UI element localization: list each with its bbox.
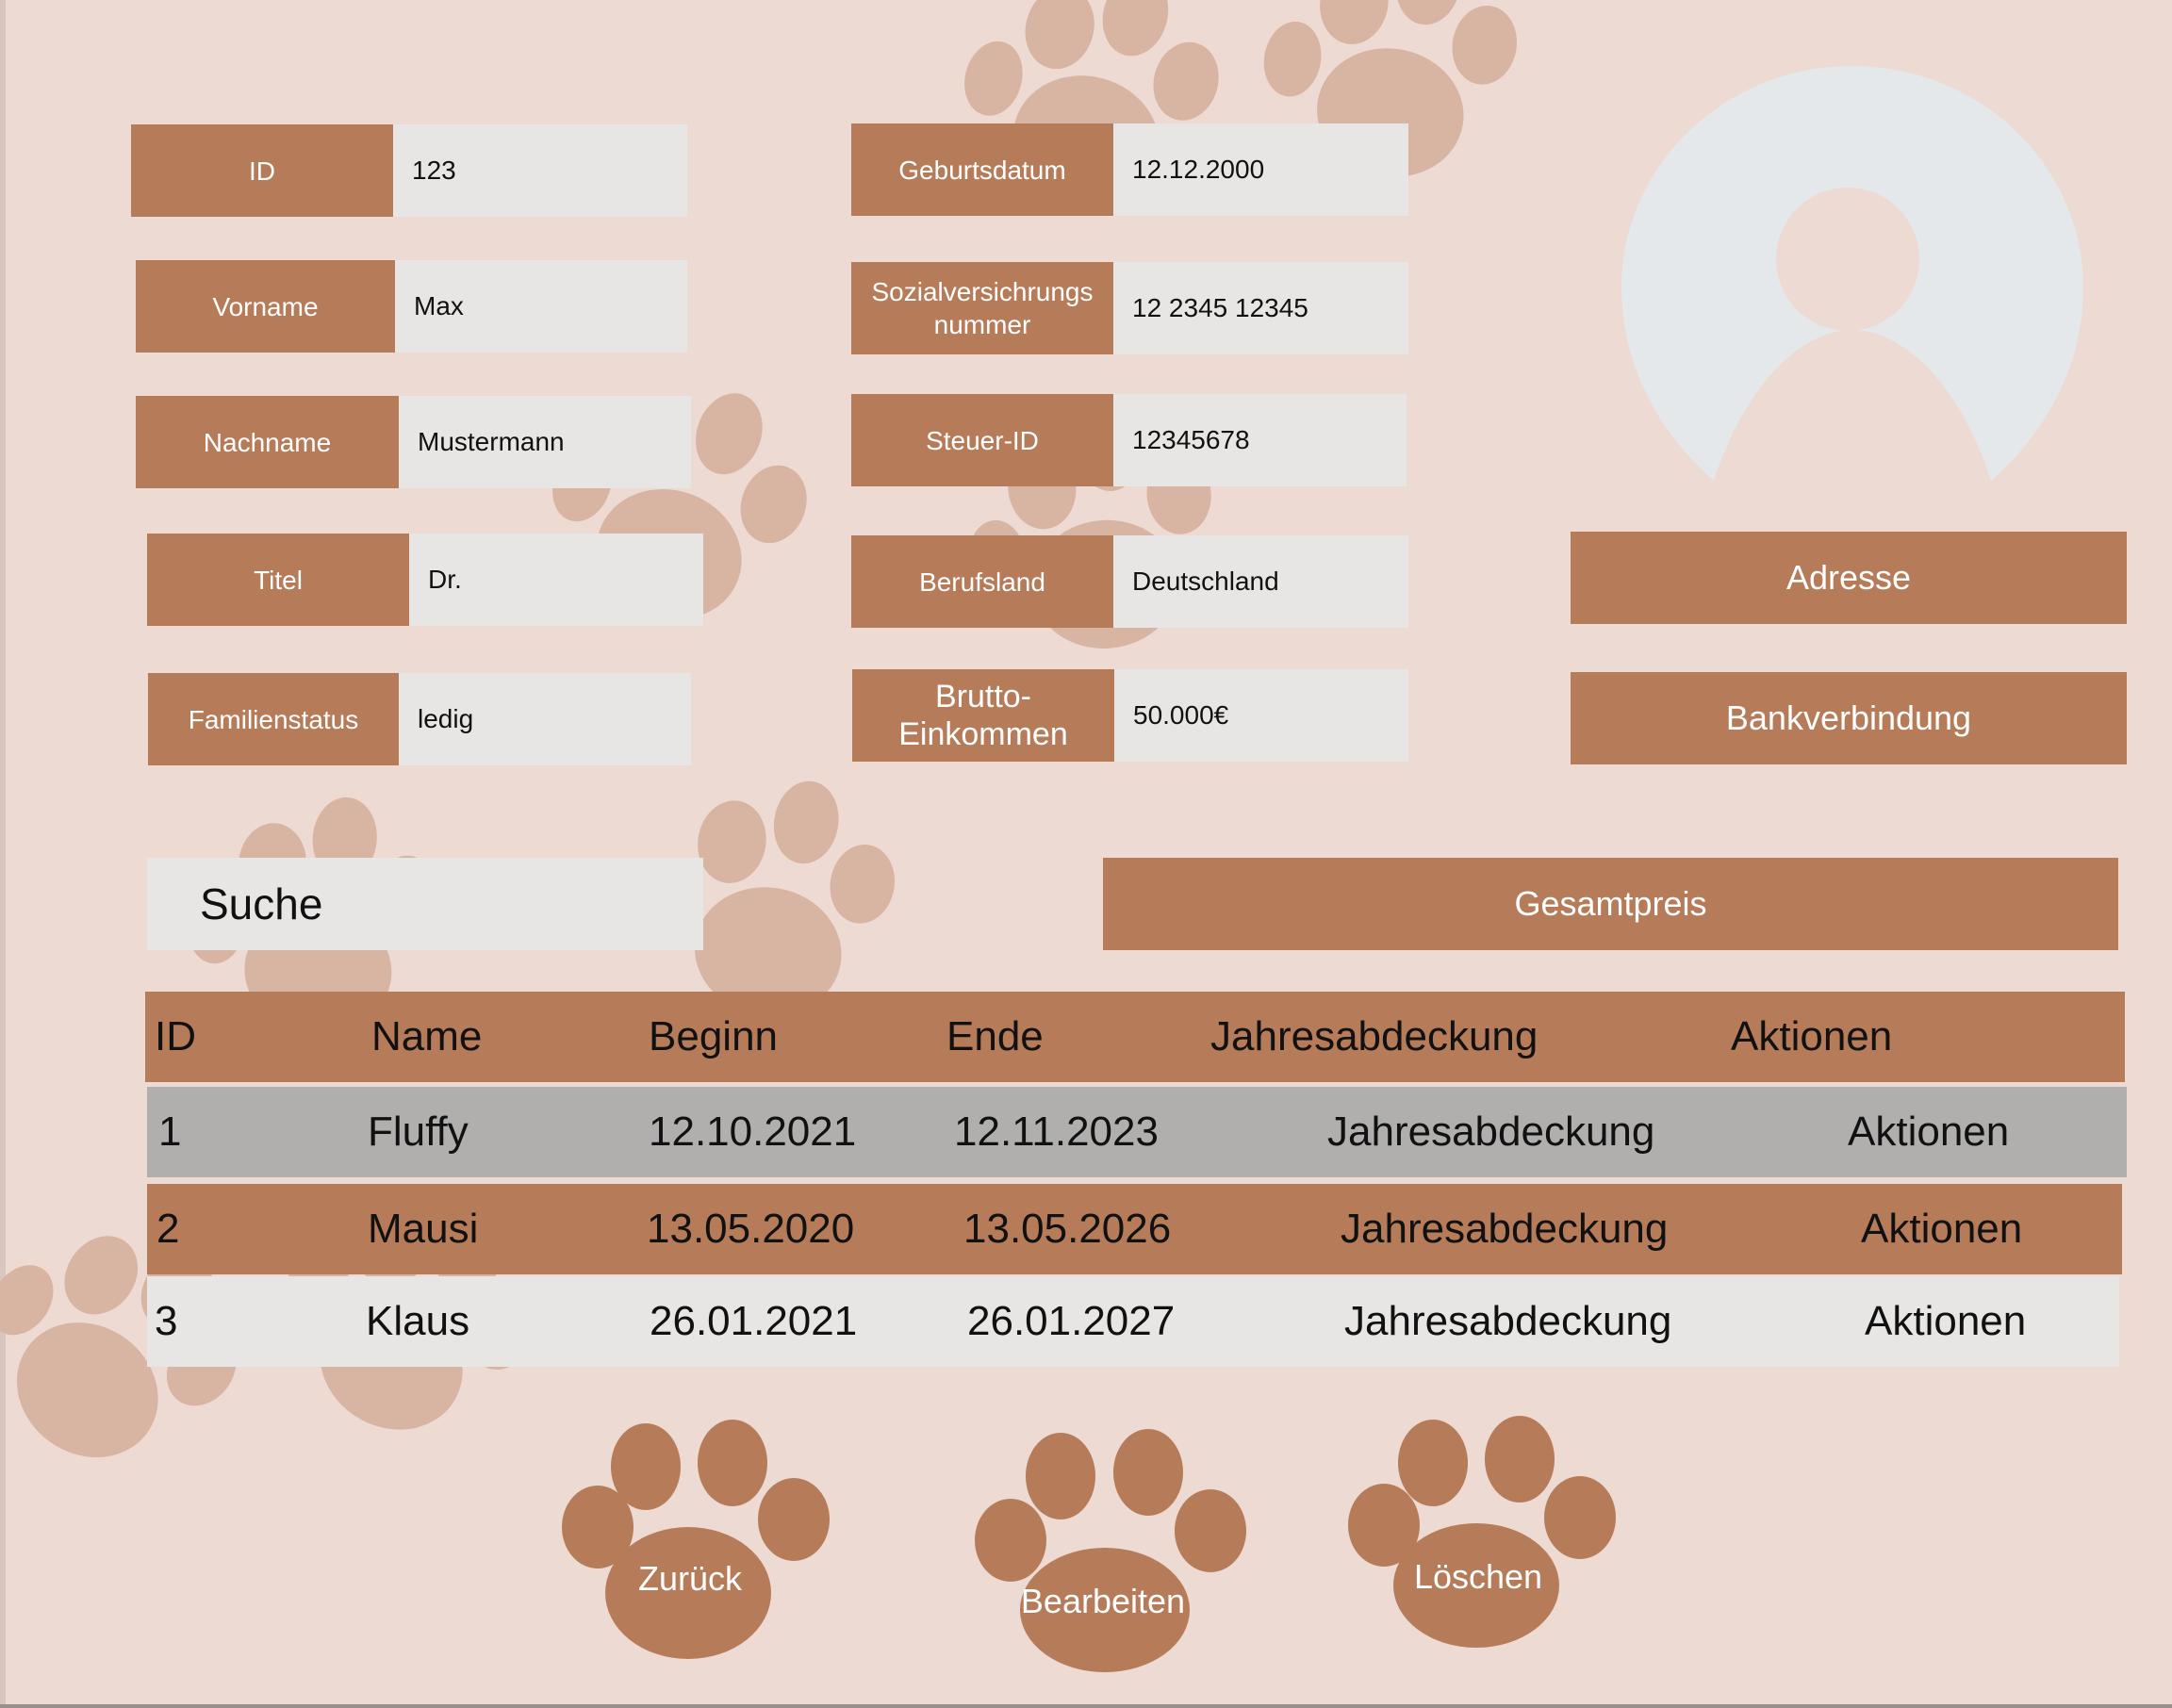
cell-beginn: 13.05.2020 bbox=[647, 1206, 855, 1252]
loeschen-button[interactable]: Löschen bbox=[1327, 1404, 1629, 1668]
loeschen-label: Löschen bbox=[1413, 1557, 1543, 1596]
field-value-sozialversicherungsnummer[interactable]: 12 2345 12345 bbox=[1113, 262, 1408, 354]
cell-aktionen[interactable]: Aktionen bbox=[1861, 1206, 2023, 1252]
zurueck-button[interactable]: Zurück bbox=[539, 1404, 841, 1668]
search-input[interactable]: Suche bbox=[147, 858, 703, 950]
cell-beginn: 26.01.2021 bbox=[650, 1298, 858, 1344]
field-label-sozialversicherungsnummer: Sozialversichrungs nummer bbox=[851, 262, 1113, 354]
field-label-berufsland: Berufsland bbox=[851, 535, 1113, 628]
paw-icon bbox=[562, 1420, 830, 1659]
cell-jahresabdeckung[interactable]: Jahresabdeckung bbox=[1344, 1298, 1672, 1344]
cell-id: 1 bbox=[158, 1109, 182, 1155]
cell-name: Klaus bbox=[366, 1298, 470, 1344]
user-avatar-icon bbox=[1621, 66, 2083, 481]
field-value-id[interactable]: 123 bbox=[393, 124, 687, 217]
cell-aktionen[interactable]: Aktionen bbox=[1865, 1298, 2027, 1344]
field-value-nachname[interactable]: Mustermann bbox=[399, 396, 691, 488]
window-bottom-edge bbox=[0, 1704, 2172, 1708]
paw-icon bbox=[1348, 1416, 1616, 1648]
column-header-id: ID bbox=[155, 1013, 196, 1059]
field-label-nachname: Nachname bbox=[136, 396, 399, 488]
cell-name: Mausi bbox=[368, 1206, 479, 1252]
field-value-vorname[interactable]: Max bbox=[395, 260, 687, 353]
field-value-brutto-einkommen[interactable]: 50.000€ bbox=[1114, 669, 1408, 762]
window-left-edge bbox=[0, 0, 6, 1708]
gesamtpreis-button[interactable]: Gesamtpreis bbox=[1103, 858, 2118, 950]
field-label-brutto-einkommen-line2: Einkommen bbox=[898, 716, 1068, 752]
cell-id: 3 bbox=[155, 1298, 178, 1344]
cell-beginn: 12.10.2021 bbox=[649, 1109, 857, 1155]
field-label-brutto-einkommen-line1: Brutto- bbox=[934, 679, 1032, 714]
field-label-sozialversicherungsnummer-line1: Sozialversichrungs bbox=[871, 277, 1094, 306]
table-header: ID Name Beginn Ende Jahresabdeckung Akti… bbox=[145, 992, 2125, 1082]
column-header-aktionen: Aktionen bbox=[1731, 1013, 1893, 1059]
field-value-geburtsdatum[interactable]: 12.12.2000 bbox=[1113, 123, 1408, 216]
field-value-familienstatus[interactable]: ledig bbox=[399, 673, 691, 765]
table-row-3[interactable]: 3 Klaus 26.01.2021 26.01.2027 Jahresabde… bbox=[147, 1276, 2119, 1367]
field-label-brutto-einkommen: Brutto- Einkommen bbox=[852, 669, 1114, 762]
zurueck-label: Zurück bbox=[637, 1559, 743, 1598]
cell-ende: 26.01.2027 bbox=[967, 1298, 1176, 1344]
column-header-beginn: Beginn bbox=[649, 1013, 779, 1059]
field-value-titel[interactable]: Dr. bbox=[409, 534, 703, 626]
field-label-familienstatus: Familienstatus bbox=[148, 673, 399, 765]
bearbeiten-label: Bearbeiten bbox=[1020, 1582, 1186, 1620]
column-header-ende: Ende bbox=[946, 1013, 1044, 1059]
cell-jahresabdeckung[interactable]: Jahresabdeckung bbox=[1327, 1109, 1655, 1155]
field-label-titel: Titel bbox=[147, 534, 409, 626]
cell-name: Fluffy bbox=[368, 1109, 469, 1155]
cell-jahresabdeckung[interactable]: Jahresabdeckung bbox=[1341, 1206, 1669, 1252]
cell-ende: 13.05.2026 bbox=[963, 1206, 1172, 1252]
column-header-name: Name bbox=[371, 1013, 483, 1059]
field-label-geburtsdatum: Geburtsdatum bbox=[851, 123, 1113, 216]
table-row-2[interactable]: 2 Mausi 13.05.2020 13.05.2026 Jahresabde… bbox=[147, 1184, 2122, 1274]
paw-icon bbox=[975, 1429, 1246, 1672]
column-header-jahresabdeckung: Jahresabdeckung bbox=[1210, 1013, 1538, 1059]
cell-ende: 12.11.2023 bbox=[954, 1109, 1159, 1155]
field-value-berufsland[interactable]: Deutschland bbox=[1113, 535, 1408, 628]
field-label-vorname: Vorname bbox=[136, 260, 395, 353]
field-label-id: ID bbox=[131, 124, 393, 217]
cell-aktionen[interactable]: Aktionen bbox=[1848, 1109, 2010, 1155]
bearbeiten-button[interactable]: Bearbeiten bbox=[952, 1412, 1254, 1676]
bankverbindung-button[interactable]: Bankverbindung bbox=[1571, 672, 2127, 764]
field-label-sozialversicherungsnummer-line2: nummer bbox=[933, 310, 1031, 339]
table-row-1[interactable]: 1 Fluffy 12.10.2021 12.11.2023 Jahresabd… bbox=[147, 1087, 2127, 1177]
field-label-steuer-id: Steuer-ID bbox=[851, 394, 1113, 486]
adresse-button[interactable]: Adresse bbox=[1571, 532, 2127, 624]
field-value-steuer-id[interactable]: 12345678 bbox=[1113, 394, 1407, 486]
cell-id: 2 bbox=[156, 1206, 180, 1252]
